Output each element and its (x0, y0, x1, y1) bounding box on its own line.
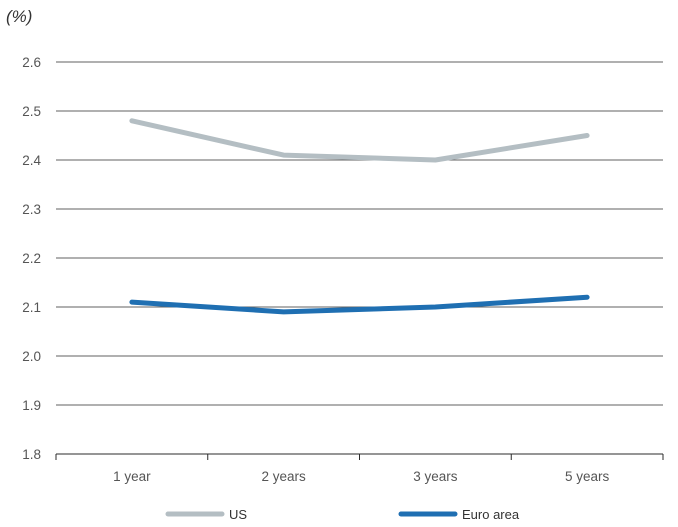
series-line-euro-area (129, 294, 590, 315)
y-axis-ticks: 1.8 1.9 2.0 2.1 2.2 2.3 2.4 2.5 2.6 (22, 55, 41, 462)
y-tick-label: 2.2 (22, 251, 41, 266)
series-lines (129, 118, 590, 315)
series-line-us (129, 118, 590, 163)
y-tick-label: 2.6 (22, 55, 41, 70)
y-tick-label: 2.5 (22, 104, 41, 119)
y-tick-label: 2.0 (22, 349, 41, 364)
y-tick-label: 1.8 (22, 447, 41, 462)
legend-label: Euro area (462, 507, 520, 522)
y-tick-label: 2.3 (22, 202, 41, 217)
legend-label: US (229, 507, 247, 522)
y-unit-label: (%) (6, 7, 32, 26)
legend: US Euro area (165, 507, 520, 522)
x-tick-label: 1 year (113, 469, 151, 484)
x-axis: 1 year 2 years 3 years 5 years (55, 453, 664, 484)
x-tick-label: 5 years (565, 469, 610, 484)
y-tick-label: 1.9 (22, 398, 41, 413)
y-tick-label: 2.1 (22, 300, 41, 315)
x-tick-label: 2 years (261, 469, 306, 484)
gridlines (56, 61, 663, 406)
x-tick-label: 3 years (413, 469, 458, 484)
y-tick-label: 2.4 (22, 153, 41, 168)
